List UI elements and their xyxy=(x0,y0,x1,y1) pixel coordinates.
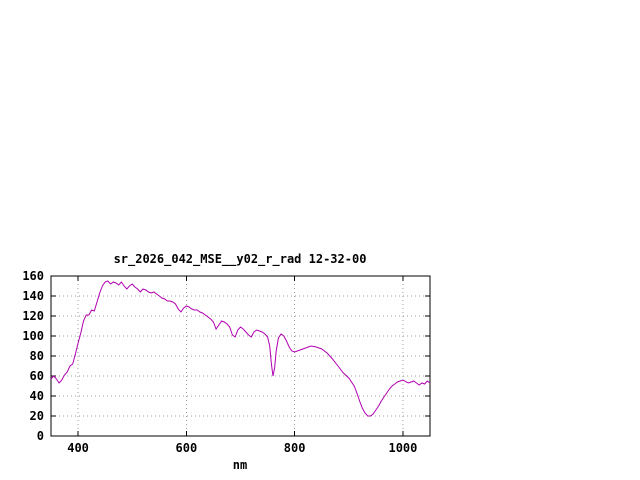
y-tick-label: 160 xyxy=(22,269,44,283)
x-tick-label: 1000 xyxy=(388,441,417,455)
x-axis-label: nm xyxy=(233,458,247,472)
y-tick-label: 120 xyxy=(22,309,44,323)
y-tick-label: 40 xyxy=(30,389,44,403)
spectrum-line xyxy=(50,280,431,417)
chart-title: sr_2026_042_MSE__y02_r_rad 12-32-00 xyxy=(114,252,367,267)
x-tick-label: 800 xyxy=(284,441,306,455)
y-tick-label: 0 xyxy=(37,429,44,443)
plot-border xyxy=(50,275,431,437)
x-tick-label: 600 xyxy=(176,441,198,455)
y-tick-label: 60 xyxy=(30,369,44,383)
y-tick-label: 100 xyxy=(22,329,44,343)
y-tick-label: 20 xyxy=(30,409,44,423)
grid-lines xyxy=(51,276,430,436)
y-tick-label: 140 xyxy=(22,289,44,303)
y-tick-label: 80 xyxy=(30,349,44,363)
x-tick-label: 400 xyxy=(67,441,89,455)
tick-labels: 400 600 800 1000 0 20 40 60 80 100 120 140 160 xyxy=(22,269,417,455)
